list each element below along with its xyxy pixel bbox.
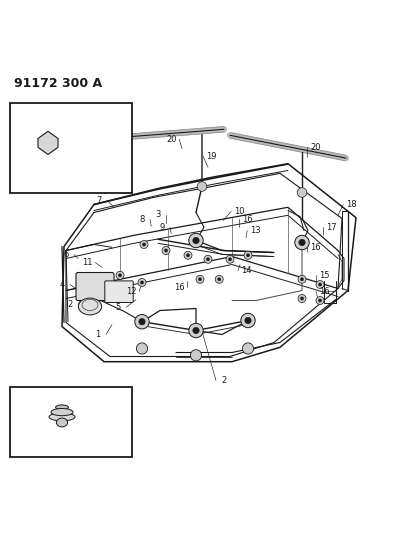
Text: 8: 8 [139,215,145,224]
Circle shape [316,296,324,304]
Circle shape [116,271,124,279]
Circle shape [206,257,210,261]
Bar [10,386,132,456]
Text: 6: 6 [18,116,22,125]
Text: 18: 18 [346,200,356,209]
Text: 20: 20 [310,143,320,152]
Circle shape [299,239,305,246]
Circle shape [162,246,170,254]
Circle shape [316,280,324,288]
Text: 8: 8 [44,160,48,169]
Circle shape [138,279,146,287]
Text: 16: 16 [319,287,329,296]
Circle shape [245,317,251,324]
Circle shape [295,235,309,249]
Text: 5: 5 [115,303,121,312]
Circle shape [244,251,252,259]
Circle shape [142,243,146,246]
Circle shape [136,343,148,354]
Text: 2: 2 [24,409,28,418]
Text: 9: 9 [159,223,165,232]
Text: 15: 15 [319,271,329,280]
Ellipse shape [51,408,73,416]
Text: 16: 16 [242,215,252,224]
Circle shape [140,240,148,248]
Ellipse shape [56,405,68,410]
Circle shape [300,297,304,300]
Circle shape [204,255,212,263]
Text: 11: 11 [82,258,92,267]
Circle shape [186,254,190,257]
Circle shape [226,255,234,263]
Text: 10: 10 [234,207,244,216]
Circle shape [189,324,203,338]
Ellipse shape [56,418,68,427]
Text: 1: 1 [24,394,28,403]
Text: 6: 6 [63,250,69,259]
FancyBboxPatch shape [76,272,114,301]
Circle shape [193,237,199,244]
Circle shape [242,343,254,354]
Circle shape [193,327,199,334]
Circle shape [184,251,192,259]
Ellipse shape [78,298,102,315]
Text: 21: 21 [85,162,95,171]
Circle shape [318,299,322,302]
Circle shape [241,313,255,328]
Text: 4: 4 [59,280,65,289]
Circle shape [196,276,204,284]
Circle shape [190,350,202,361]
Polygon shape [38,131,58,155]
Circle shape [164,249,168,252]
Circle shape [228,257,232,261]
Circle shape [197,182,207,191]
Text: 2: 2 [221,376,227,385]
Text: 14: 14 [241,266,251,275]
Circle shape [140,281,144,284]
Text: 91172 300 A: 91172 300 A [14,77,102,90]
Circle shape [298,295,306,303]
Text: 7: 7 [96,196,102,205]
Circle shape [300,278,304,281]
Circle shape [59,418,65,424]
Text: 12: 12 [126,287,136,296]
Text: 19: 19 [206,152,216,161]
Circle shape [297,188,307,197]
Circle shape [246,254,250,257]
Text: 16: 16 [310,243,320,252]
Circle shape [215,276,223,284]
Text: 16: 16 [174,283,184,292]
Circle shape [44,139,52,147]
Circle shape [118,274,122,277]
Text: 20: 20 [166,135,176,144]
Circle shape [318,283,322,286]
Circle shape [189,233,203,248]
Text: 19: 19 [91,436,101,445]
Circle shape [198,278,202,281]
Bar [10,102,132,192]
Circle shape [139,319,145,325]
Circle shape [298,276,306,284]
Text: 2: 2 [67,300,73,309]
Circle shape [135,314,149,329]
Ellipse shape [49,413,75,421]
Text: 3: 3 [155,210,161,219]
FancyBboxPatch shape [105,281,133,303]
Circle shape [218,278,221,281]
Text: 1: 1 [95,330,101,339]
Text: 17: 17 [326,223,336,232]
Text: 13: 13 [250,226,260,235]
